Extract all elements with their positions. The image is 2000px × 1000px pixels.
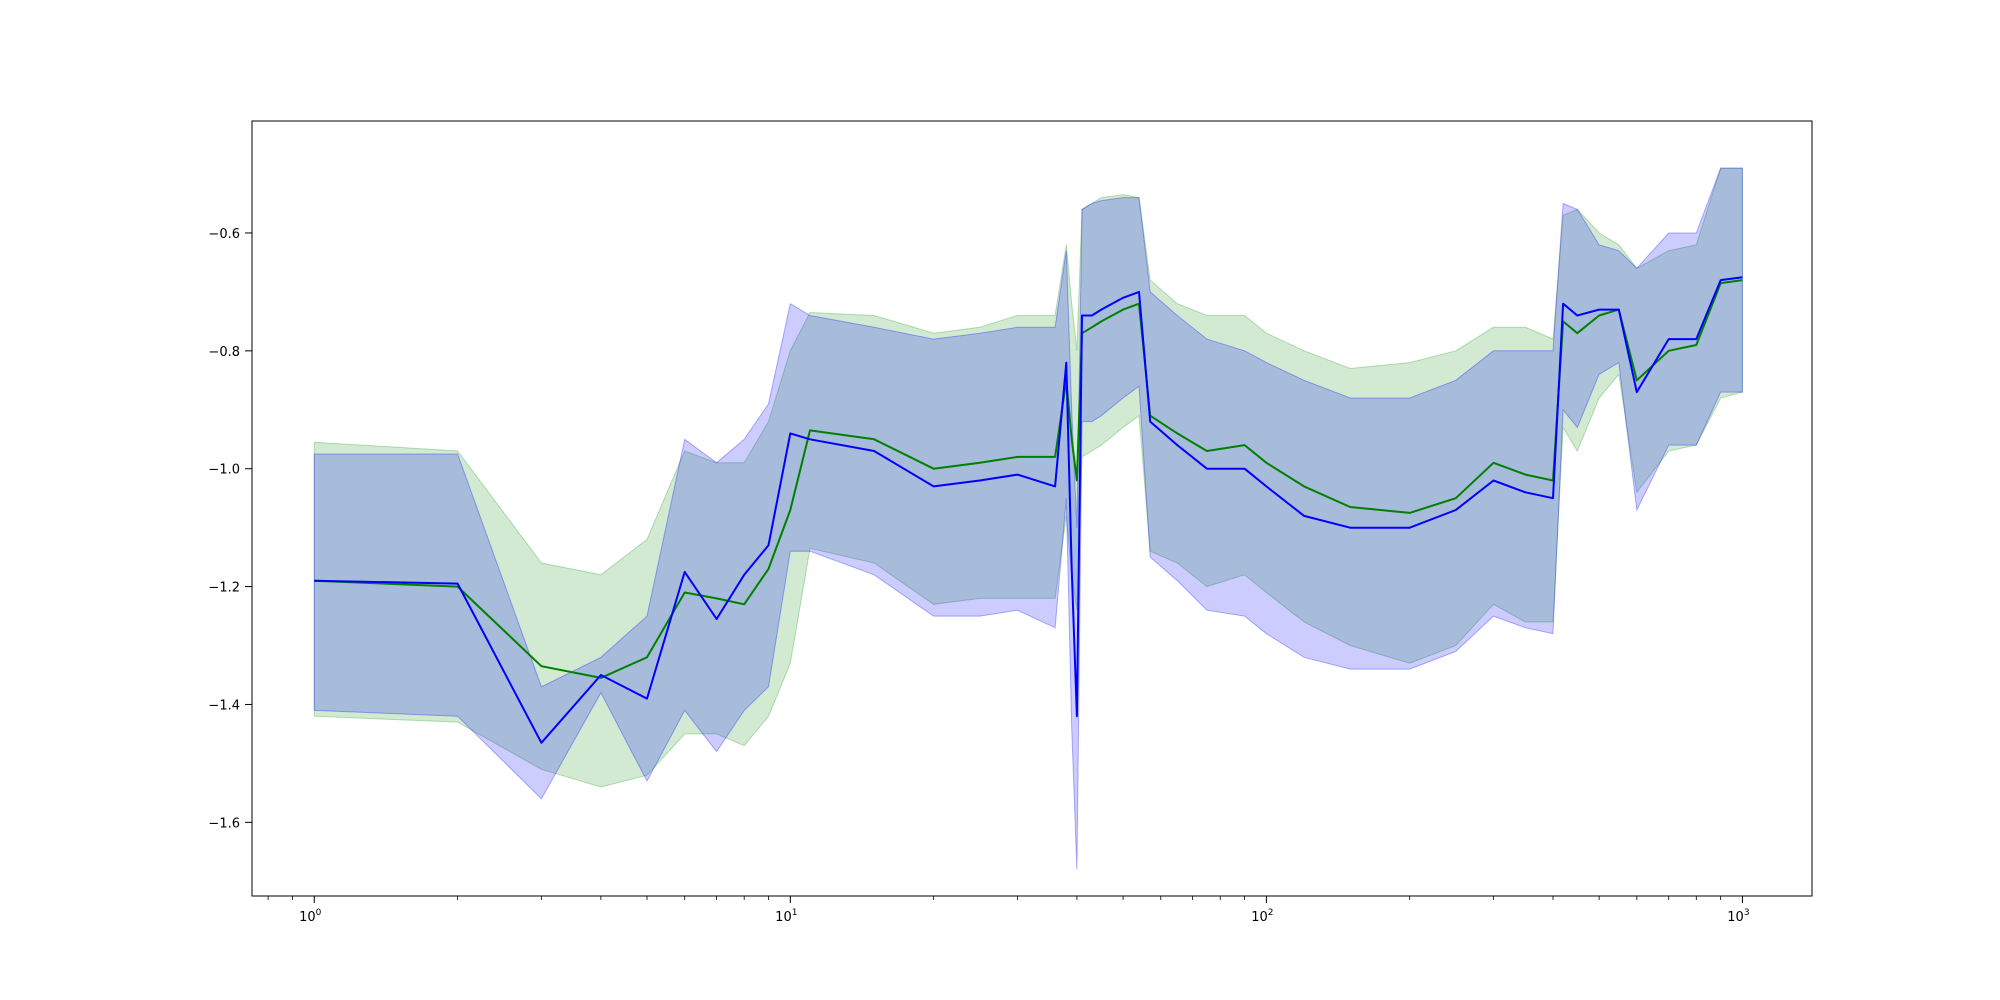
series-lines (314, 276, 1743, 744)
x-tick-label: 101 (775, 908, 797, 925)
y-tick-label: −1.2 (208, 581, 240, 596)
x-axis: 100 101 102 103 (267, 896, 1750, 925)
y-tick-label: −1.6 (208, 816, 240, 831)
x-tick-label: 102 (1251, 908, 1273, 925)
y-tick-label: −1.0 (208, 463, 240, 478)
y-tick-label: −0.6 (208, 227, 240, 242)
y-tick-label: −1.4 (208, 698, 240, 713)
y-tick-label: −0.8 (208, 345, 240, 360)
x-tick-label: 100 (299, 908, 322, 925)
confidence-bands (313, 167, 1743, 870)
series-line-1 (314, 279, 1743, 679)
plot-frame (251, 120, 1813, 897)
series-line-2 (314, 276, 1743, 744)
y-axis: −0.6 −0.8 −1.0 −1.2 −1.4 −1.6 (208, 227, 252, 831)
confidence-band-2 (313, 167, 1743, 870)
x-tick-label: 103 (1727, 908, 1749, 925)
